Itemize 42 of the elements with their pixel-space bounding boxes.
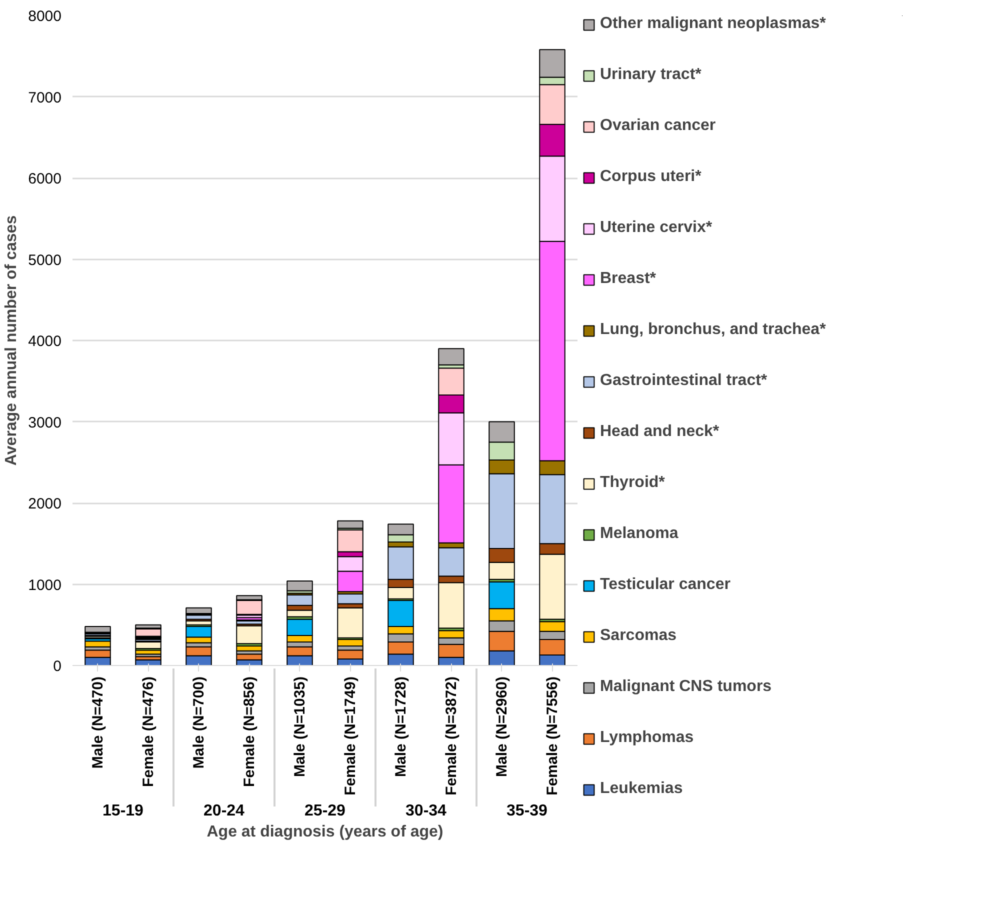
x-axis-title: Age at diagnosis (years of age)	[206, 823, 444, 840]
text: 35-39	[506, 802, 548, 820]
y-axis-title: Average annual number of cases	[3, 215, 20, 466]
y-tick-label: 8000	[28, 8, 62, 25]
legend-label: Sarcomas	[600, 627, 676, 645]
legend-label: Ovarian cancer	[600, 117, 716, 135]
legend-label: Thyroid*	[600, 474, 665, 492]
y-tick-label: 2000	[28, 496, 62, 512]
legend-label: Lung, bronchus, and trachea*	[600, 321, 826, 339]
text: 15-19	[102, 802, 144, 820]
text: 30-34	[406, 802, 447, 820]
legend-label: Breast*	[600, 270, 656, 288]
legend-label: Uterine cervix*	[600, 219, 712, 237]
text: 25-29	[304, 802, 346, 820]
y-tick-label: 6000	[28, 170, 62, 188]
y-tick-label: 5000	[28, 252, 62, 269]
legend-label: Other malignant neoplasmas*	[600, 15, 826, 33]
legend-label: Melanoma	[600, 525, 678, 543]
x-tick-label: Male (N=1728)	[392, 676, 410, 777]
legend-label: Urinary tract*	[600, 66, 702, 84]
x-tick-label: Male (N=470)	[89, 676, 106, 769]
x-tick-label: Female (N=476)	[140, 676, 157, 787]
legend-label: Corpus uteri*	[600, 168, 702, 186]
legend-label: Lymphomas	[600, 729, 694, 747]
y-tick-label: 0	[53, 658, 62, 675]
x-tick-label: Female (N=3872)	[442, 676, 460, 796]
legend-label: Gastrointestinal tract*	[600, 372, 768, 390]
legend-label: Testicular cancer	[600, 576, 730, 594]
y-tick-label: 4000	[28, 333, 62, 350]
legend-label: Head and neck*	[600, 423, 720, 441]
x-tick-label: Male (N=2960)	[493, 676, 510, 777]
y-tick-label: 7000	[28, 89, 62, 106]
x-tick-label: Male (N=1035)	[291, 676, 308, 777]
legend-label: Leukemias	[600, 780, 683, 798]
x-tick-label: Male (N=700)	[190, 676, 208, 769]
legend-label: Malignant CNS tumors	[600, 678, 772, 696]
y-tick-label: 1000	[28, 576, 62, 594]
y-tick-label: 3000	[28, 414, 62, 432]
x-tick-label: Female (N=1749)	[342, 676, 359, 796]
x-tick-label: Female (N=856)	[240, 676, 258, 787]
text: 20-24	[204, 802, 245, 820]
x-tick-label: Female (N=7556)	[544, 676, 561, 796]
